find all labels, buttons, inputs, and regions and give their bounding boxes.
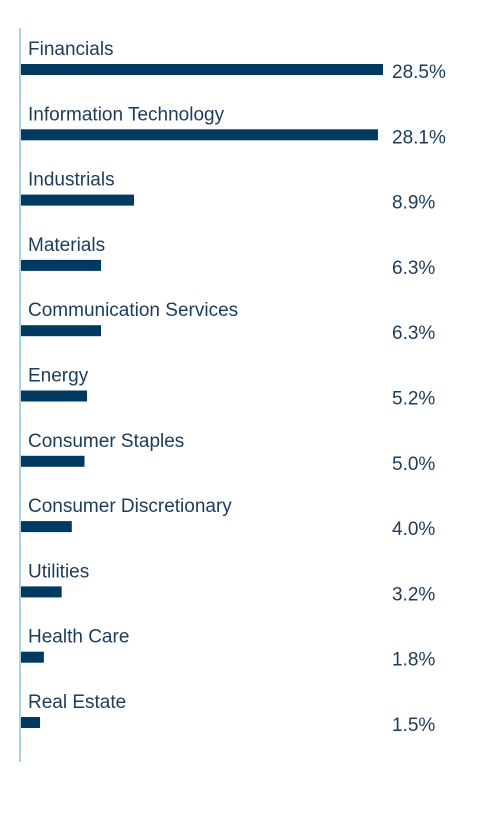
value-label: 28.5% <box>392 62 446 83</box>
category-label: Materials <box>28 235 105 256</box>
value-label: 28.1% <box>392 127 446 148</box>
category-label: Industrials <box>28 170 115 191</box>
bar <box>21 521 72 533</box>
category-label: Financials <box>28 39 114 60</box>
value-label: 8.9% <box>392 193 435 214</box>
value-label: 5.2% <box>392 389 435 410</box>
category-label: Utilities <box>28 561 89 582</box>
category-label: Real Estate <box>28 692 126 713</box>
bar <box>21 390 88 402</box>
bar <box>21 651 44 663</box>
value-label: 1.5% <box>392 715 435 736</box>
category-label: Information Technology <box>28 104 225 125</box>
bar <box>21 259 102 271</box>
value-label: 5.0% <box>392 454 435 475</box>
bar <box>21 325 102 337</box>
category-label: Consumer Staples <box>28 431 184 452</box>
category-label: Health Care <box>28 627 129 648</box>
value-label: 3.2% <box>392 584 435 605</box>
bar <box>21 717 41 728</box>
value-label: 6.3% <box>392 323 435 344</box>
category-label: Communication Services <box>28 300 238 321</box>
value-label: 6.3% <box>392 258 435 279</box>
category-label: Consumer Discretionary <box>28 496 232 517</box>
bar <box>21 129 378 141</box>
category-label: Energy <box>28 366 89 387</box>
bar <box>21 194 135 206</box>
value-label: 4.0% <box>392 519 435 540</box>
bar <box>21 455 85 467</box>
bar <box>21 586 62 598</box>
value-label: 1.8% <box>392 650 435 671</box>
bar <box>21 64 383 75</box>
